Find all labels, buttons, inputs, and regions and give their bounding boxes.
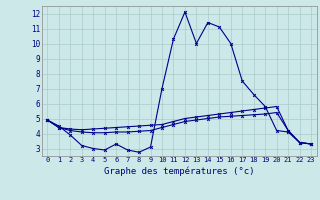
X-axis label: Graphe des températures (°c): Graphe des températures (°c) <box>104 166 254 176</box>
